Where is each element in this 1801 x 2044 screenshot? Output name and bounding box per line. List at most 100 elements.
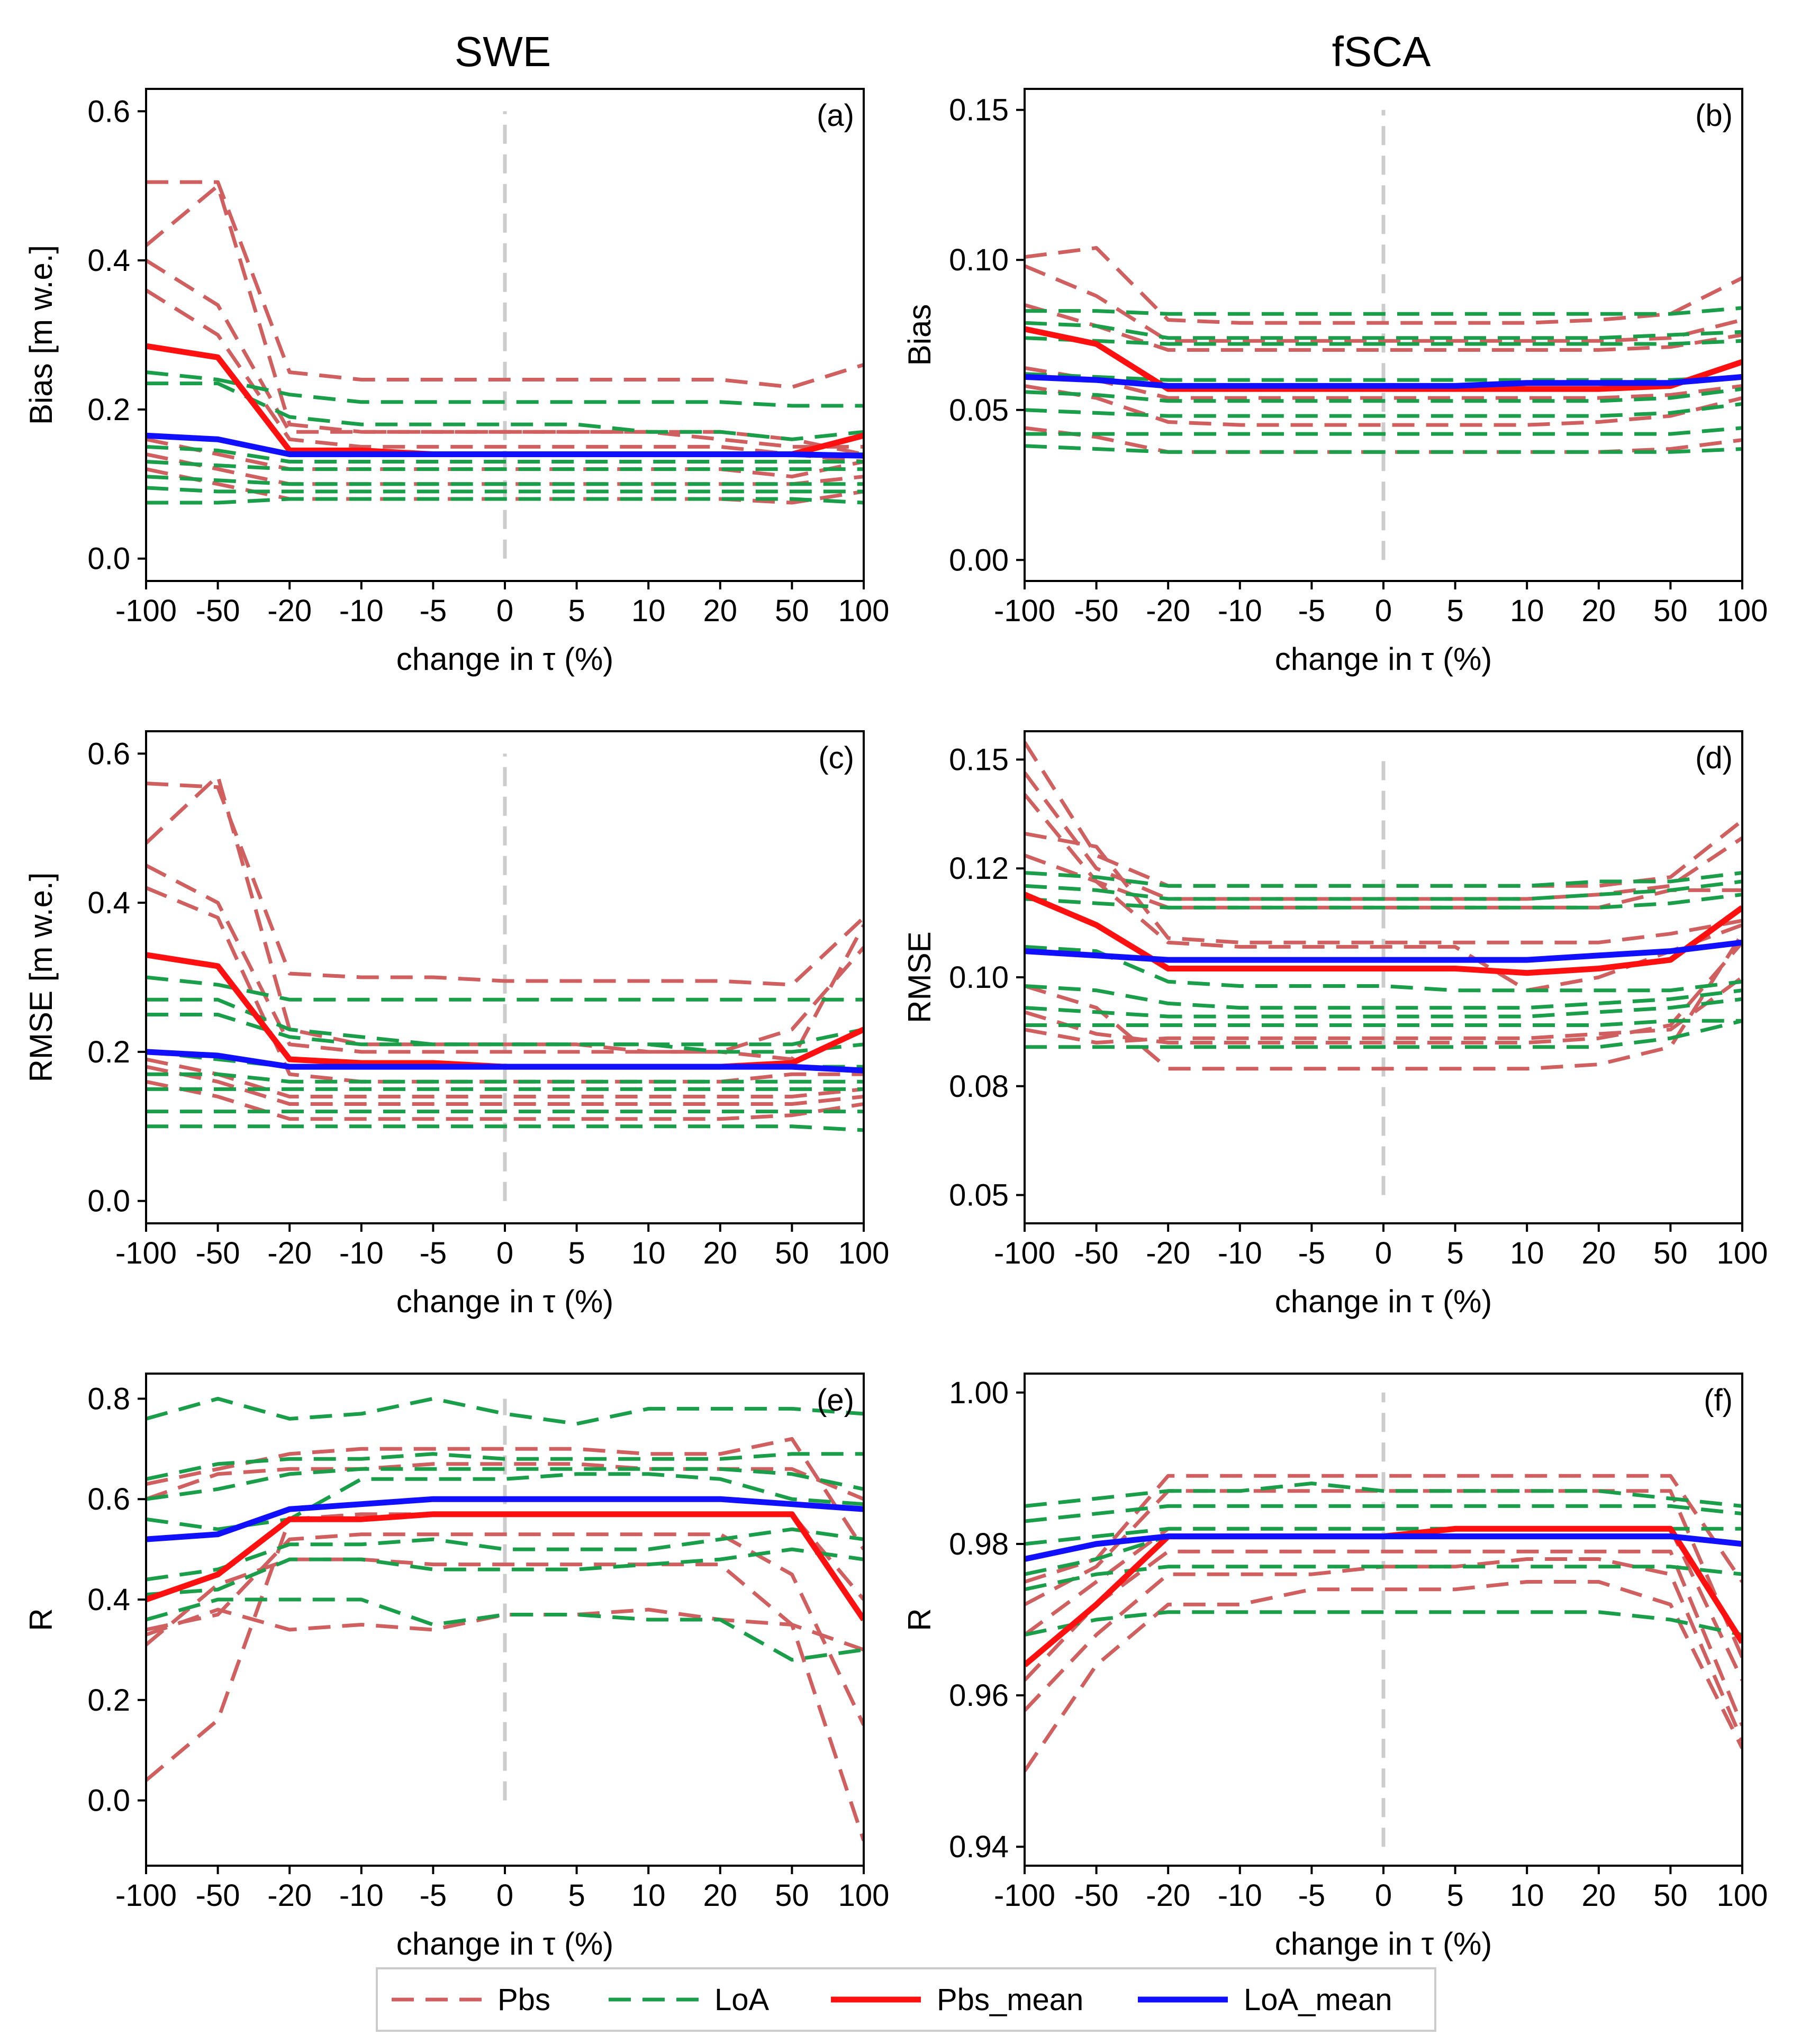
x-tick-label: 0 <box>496 1878 513 1913</box>
x-tick-label: -20 <box>267 594 312 628</box>
series-line-loa <box>1025 402 1742 418</box>
y-tick-label: 0.94 <box>949 1830 1009 1864</box>
y-tick-label: 0.6 <box>87 94 130 129</box>
chart-panel: -100 -50 -20 -10 -5 0 5 10 20 50 1000.000.050.100.… <box>902 88 1768 677</box>
y-tick-label: 0.2 <box>87 393 130 427</box>
series-line-pbs <box>1025 246 1742 325</box>
legend: Pbs LoA Pbs_mean LoA_mean <box>376 1967 1436 2032</box>
x-axis-label: change in τ (%) <box>1275 1284 1492 1319</box>
series-line-loa-mean <box>1025 1533 1742 1562</box>
chart-panel: -100 -50 -20 -10 -5 0 5 10 20 50 1000.00.20.40.60.… <box>23 1373 890 1961</box>
x-tick-label: -20 <box>1146 1236 1190 1270</box>
x-tick-label: -10 <box>1218 1878 1262 1913</box>
series-line-loa <box>146 444 864 464</box>
y-tick-label: 0.98 <box>949 1527 1009 1561</box>
series-line-pbs <box>146 774 864 1061</box>
x-tick-label: 20 <box>703 1878 738 1913</box>
series-line-loa <box>1025 1565 1742 1592</box>
y-tick-label: 0.12 <box>949 851 1009 886</box>
series-line-pbs <box>146 288 864 464</box>
series-line-loa <box>146 1527 864 1582</box>
legend-label: LoA_mean <box>1244 1983 1392 2017</box>
series-line-pbs-mean <box>1025 892 1742 976</box>
legend-label: Pbs <box>497 1983 550 2017</box>
series-line-loa <box>1025 321 1742 340</box>
y-tick-label: 0.96 <box>949 1678 1009 1713</box>
series-line-loa <box>1025 997 1742 1019</box>
series-line-pbs <box>146 864 864 1054</box>
x-tick-label: 5 <box>568 1236 585 1270</box>
series-line-loa-mean <box>146 1049 864 1074</box>
series-line-pbs <box>1025 976 1742 1044</box>
x-tick-label: -5 <box>1298 1236 1326 1270</box>
series-line-loa <box>146 1467 864 1501</box>
series-line-loa <box>1025 1610 1742 1637</box>
series-line-loa <box>146 475 864 486</box>
y-tick-label: 0.2 <box>87 1683 130 1718</box>
panel-letter: (f) <box>1704 1383 1733 1418</box>
x-tick-label: -50 <box>196 1878 240 1913</box>
y-tick-label: 1.00 <box>949 1376 1009 1410</box>
series-line-pbs <box>146 1532 864 1726</box>
x-tick-label: 20 <box>1582 594 1616 628</box>
y-tick-label: 0.15 <box>949 742 1009 777</box>
series-line-loa <box>146 1597 864 1662</box>
panel-letter: (e) <box>817 1383 854 1418</box>
panel-letter: (d) <box>1695 741 1733 775</box>
y-tick-label: 0.8 <box>87 1382 130 1416</box>
chart-panel: -100 -50 -20 -10 -5 0 5 10 20 50 1000.00.20.40.6ch… <box>23 730 890 1319</box>
x-tick-label: 100 <box>1717 1236 1768 1270</box>
legend-label: LoA <box>714 1983 770 2017</box>
y-axis-label: Bias [m w.e.] <box>23 245 59 425</box>
series-line-loa <box>1025 387 1742 403</box>
panel-letter: (a) <box>817 98 854 133</box>
series-line-pbs <box>146 1557 864 1841</box>
chart-panel: -100 -50 -20 -10 -5 0 5 10 20 50 1000.050.080.100.… <box>902 730 1768 1319</box>
series-line-loa-mean <box>1025 374 1742 389</box>
x-tick-label: 50 <box>775 1878 809 1913</box>
series-line-pbs <box>146 437 864 479</box>
x-tick-label: -20 <box>1146 1878 1190 1913</box>
x-tick-label: 10 <box>631 1236 666 1270</box>
x-tick-label: 50 <box>1653 594 1688 628</box>
y-tick-label: 0.0 <box>87 1784 130 1818</box>
x-axis-label: change in τ (%) <box>396 641 614 677</box>
x-axis-label: change in τ (%) <box>396 1284 614 1319</box>
x-tick-label: 20 <box>1582 1236 1616 1270</box>
x-tick-label: 100 <box>838 1878 890 1913</box>
series-line-loa <box>146 1072 864 1084</box>
series-line-pbs <box>146 180 864 389</box>
series-line-pbs-mean <box>146 1511 864 1622</box>
chart-panel: -100 -50 -20 -10 -5 0 5 10 20 50 1000.00.20.40.6ch… <box>23 88 890 677</box>
x-tick-label: -100 <box>115 1236 177 1270</box>
series-line-pbs <box>146 782 864 987</box>
x-tick-label: -10 <box>1218 594 1262 628</box>
series-line-pbs <box>146 452 864 486</box>
x-tick-label: 50 <box>775 1236 809 1270</box>
x-tick-label: 100 <box>838 594 890 628</box>
y-axis-label: R <box>23 1608 59 1631</box>
x-tick-label: -20 <box>267 1236 312 1270</box>
series-line-loa <box>146 486 864 494</box>
col-title-swe: SWE <box>455 28 551 75</box>
x-tick-label: 20 <box>1582 1878 1616 1913</box>
series-line-pbs <box>1025 793 1742 910</box>
x-tick-label: -5 <box>1298 1878 1326 1913</box>
x-tick-label: -5 <box>420 1878 447 1913</box>
y-tick-label: 0.0 <box>87 542 130 576</box>
series-line-pbs <box>1025 1489 1742 1658</box>
x-tick-label: 20 <box>703 1236 738 1270</box>
x-tick-label: -10 <box>339 1236 384 1270</box>
x-tick-label: 10 <box>1510 594 1544 628</box>
x-tick-label: 50 <box>1653 1236 1688 1270</box>
x-tick-label: 10 <box>1510 1236 1544 1270</box>
y-tick-label: 0.05 <box>949 1178 1009 1213</box>
series-line-pbs <box>146 467 864 505</box>
x-axis-label: change in τ (%) <box>1275 1926 1492 1961</box>
series-line-loa <box>146 460 864 471</box>
x-tick-label: -5 <box>420 594 447 628</box>
series-line-pbs <box>1025 1580 1742 1773</box>
col-title-fsca: fSCA <box>1332 28 1431 75</box>
x-tick-label: 100 <box>838 1236 890 1270</box>
